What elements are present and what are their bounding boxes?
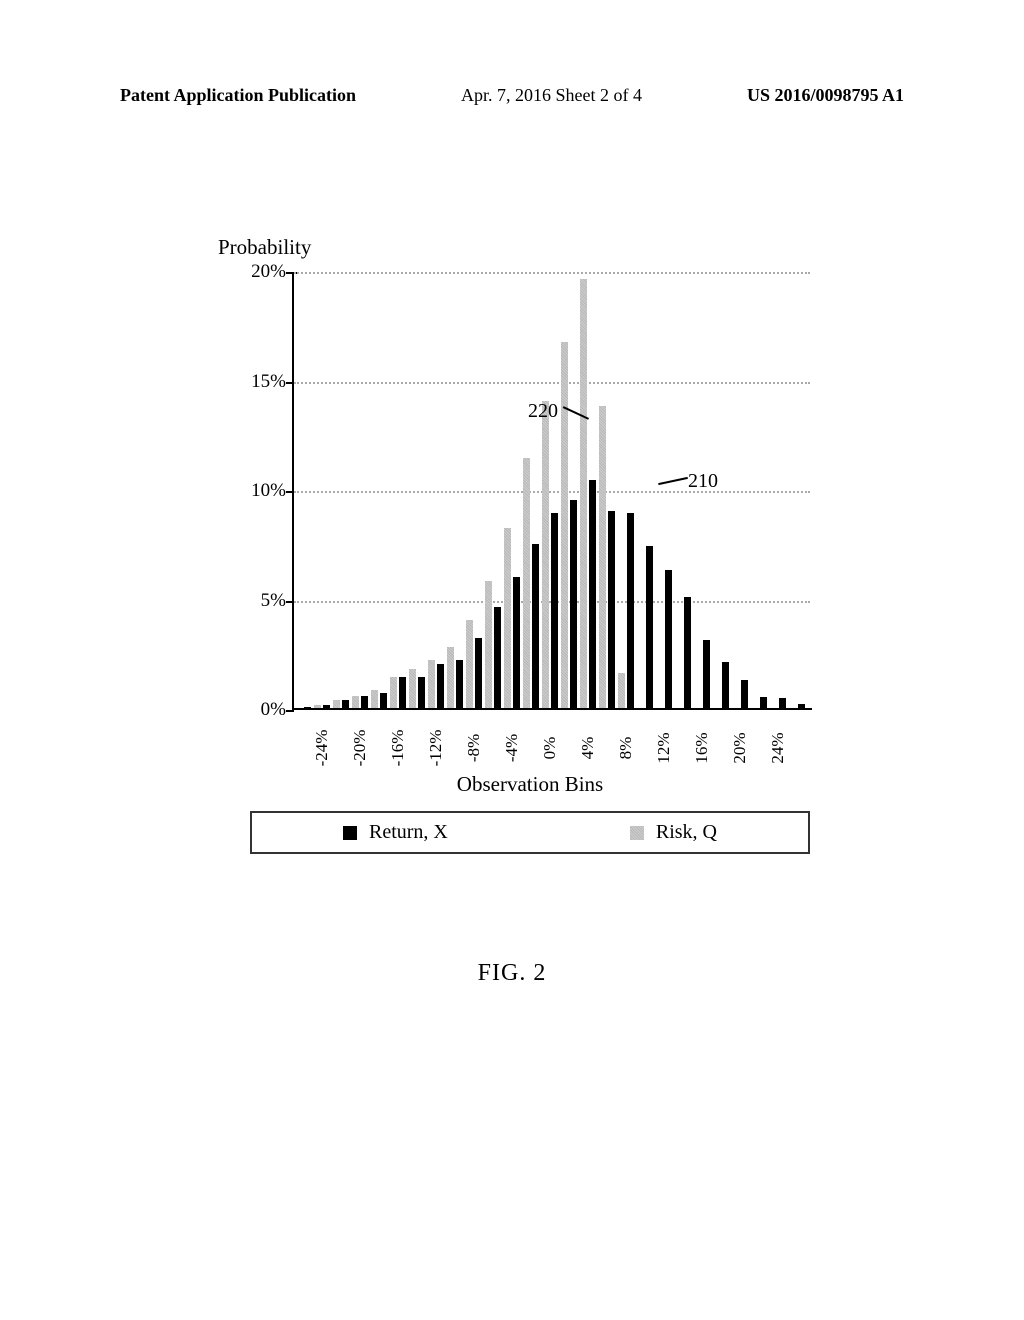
x-tick-label: -20% (350, 730, 370, 767)
x-tick-label: -12% (426, 730, 446, 767)
y-tick-label: 0% (261, 699, 286, 721)
x-tick-label: -16% (388, 730, 408, 767)
bar-return (513, 577, 520, 708)
plot-area: 0%5%10%15%20%-24%-20%-16%-12%-8%-4%0%4%8… (250, 272, 810, 710)
bar-return (608, 511, 615, 708)
x-tick-label: 24% (768, 732, 788, 763)
bar-return (475, 638, 482, 708)
bar-return (760, 697, 767, 708)
bar-risk (542, 401, 549, 708)
bar-risk (599, 406, 606, 708)
bar-risk (447, 647, 454, 708)
annotation-220: 220 (528, 400, 558, 423)
y-tick-label: 5% (261, 590, 286, 612)
bar-return (304, 707, 311, 708)
annotation-leader (658, 477, 688, 485)
bar-return (646, 546, 653, 708)
bar-return (323, 705, 330, 708)
y-tick (286, 710, 294, 712)
bar-risk (371, 690, 378, 708)
bar-risk (352, 696, 359, 708)
y-tick (286, 491, 294, 493)
bar-risk (485, 581, 492, 708)
y-axis-title: Probability (218, 235, 810, 260)
header-publication: Patent Application Publication (120, 85, 356, 106)
bar-return (665, 570, 672, 708)
bar-return (380, 693, 387, 708)
bar-return (779, 698, 786, 708)
bar-risk (314, 705, 321, 708)
x-tick-label: 16% (692, 732, 712, 763)
gridline (294, 491, 810, 493)
bar-risk (428, 660, 435, 708)
bar-risk (409, 669, 416, 708)
y-tick (286, 272, 294, 274)
bar-return (532, 544, 539, 708)
x-tick-label: -8% (464, 734, 484, 762)
page-header: Patent Application Publication Apr. 7, 2… (120, 85, 904, 106)
bar-return (456, 660, 463, 708)
swatch-hatch-icon (630, 826, 644, 840)
legend-label-return: Return, X (369, 821, 448, 844)
legend-item-risk: Risk, Q (630, 821, 717, 844)
x-axis-line (292, 708, 812, 710)
bar-risk (466, 620, 473, 708)
bar-risk (333, 700, 340, 708)
bar-risk (618, 673, 625, 708)
bar-risk (523, 458, 530, 708)
header-sheet-info: Apr. 7, 2016 Sheet 2 of 4 (461, 85, 642, 106)
bar-return (722, 662, 729, 708)
x-axis-title: Observation Bins (250, 772, 810, 797)
legend-item-return: Return, X (343, 821, 448, 844)
x-tick-label: -4% (502, 734, 522, 762)
x-tick-label: 8% (616, 737, 636, 760)
bar-return (570, 500, 577, 708)
x-tick-label: 12% (654, 732, 674, 763)
bar-return (741, 680, 748, 708)
x-tick-label: 20% (730, 732, 750, 763)
y-tick-label: 10% (251, 480, 286, 502)
gridline (294, 272, 810, 274)
bar-risk (504, 528, 511, 708)
bar-return (551, 513, 558, 708)
legend-label-risk: Risk, Q (656, 821, 717, 844)
y-tick (286, 382, 294, 384)
x-tick-label: 4% (578, 737, 598, 760)
x-tick-label: 0% (540, 737, 560, 760)
x-tick-label: -24% (312, 730, 332, 767)
bar-risk (580, 279, 587, 708)
histogram-chart: Probability 0% 5% 10% 15% 20% -24% -20% -16% -12… (210, 235, 810, 854)
y-tick-label: 20% (251, 261, 286, 283)
legend-box: Return, X Risk, Q (250, 811, 810, 854)
bar-return (684, 597, 691, 708)
bar-return (589, 480, 596, 708)
bar-return (437, 664, 444, 708)
y-tick-label: 15% (251, 371, 286, 393)
bar-return (703, 640, 710, 708)
bar-return (418, 677, 425, 708)
swatch-solid-icon (343, 826, 357, 840)
bar-return (798, 704, 805, 708)
header-patent-number: US 2016/0098795 A1 (747, 85, 904, 106)
bar-return (399, 677, 406, 708)
bar-risk (390, 677, 397, 708)
figure-caption: FIG. 2 (0, 960, 1024, 987)
gridline (294, 382, 810, 384)
bar-return (361, 696, 368, 708)
bar-return (627, 513, 634, 708)
y-tick (286, 601, 294, 603)
annotation-210: 210 (688, 470, 718, 493)
bar-risk (561, 342, 568, 708)
bar-return (342, 700, 349, 708)
bar-return (494, 607, 501, 708)
